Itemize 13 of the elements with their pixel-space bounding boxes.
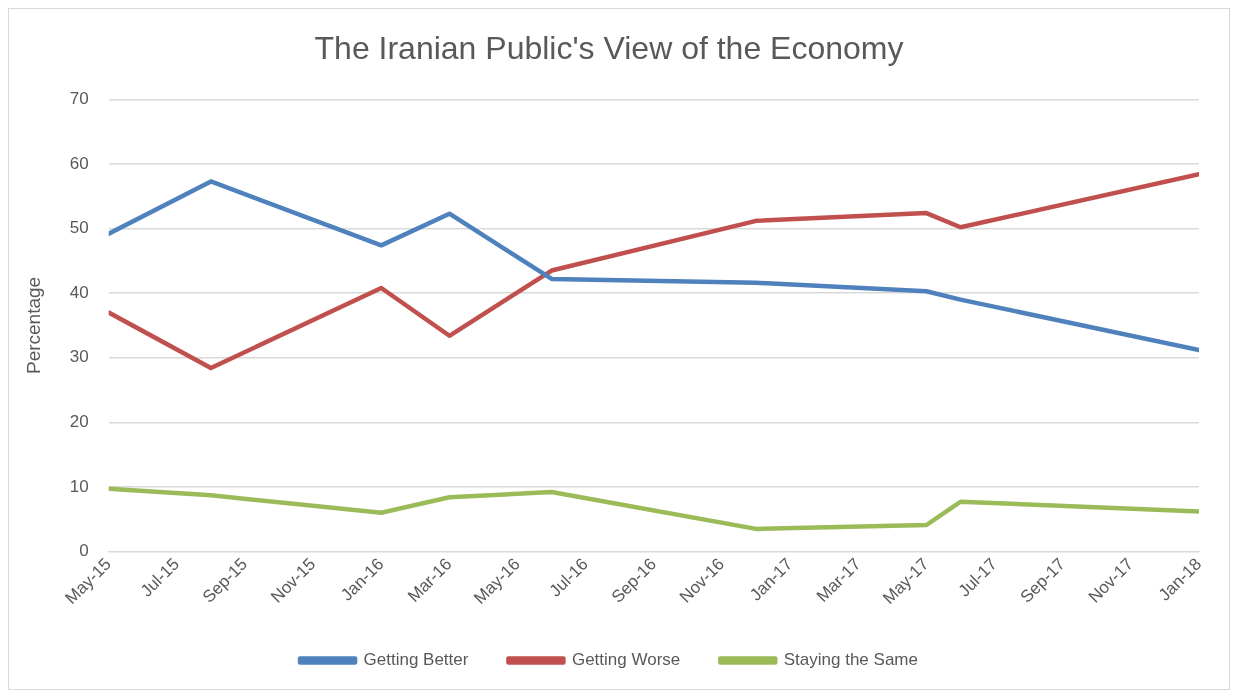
y-tick-label: 40 xyxy=(69,282,89,302)
y-tick-label: 60 xyxy=(69,153,89,173)
legend-label: Staying the Same xyxy=(783,650,918,670)
y-tick-label: 30 xyxy=(69,347,89,367)
chart-title: The Iranian Public's View of the Economy xyxy=(314,30,904,67)
y-tick-label: 50 xyxy=(69,218,89,238)
y-tick-label: 70 xyxy=(69,89,89,109)
y-tick-label: 10 xyxy=(69,476,89,496)
legend-label: Getting Worse xyxy=(571,650,681,670)
legend-label: Getting Better xyxy=(363,650,469,670)
y-tick-label: 20 xyxy=(69,412,89,432)
y-tick-label: 0 xyxy=(79,541,89,561)
y-axis-title: Percentage xyxy=(22,276,44,375)
